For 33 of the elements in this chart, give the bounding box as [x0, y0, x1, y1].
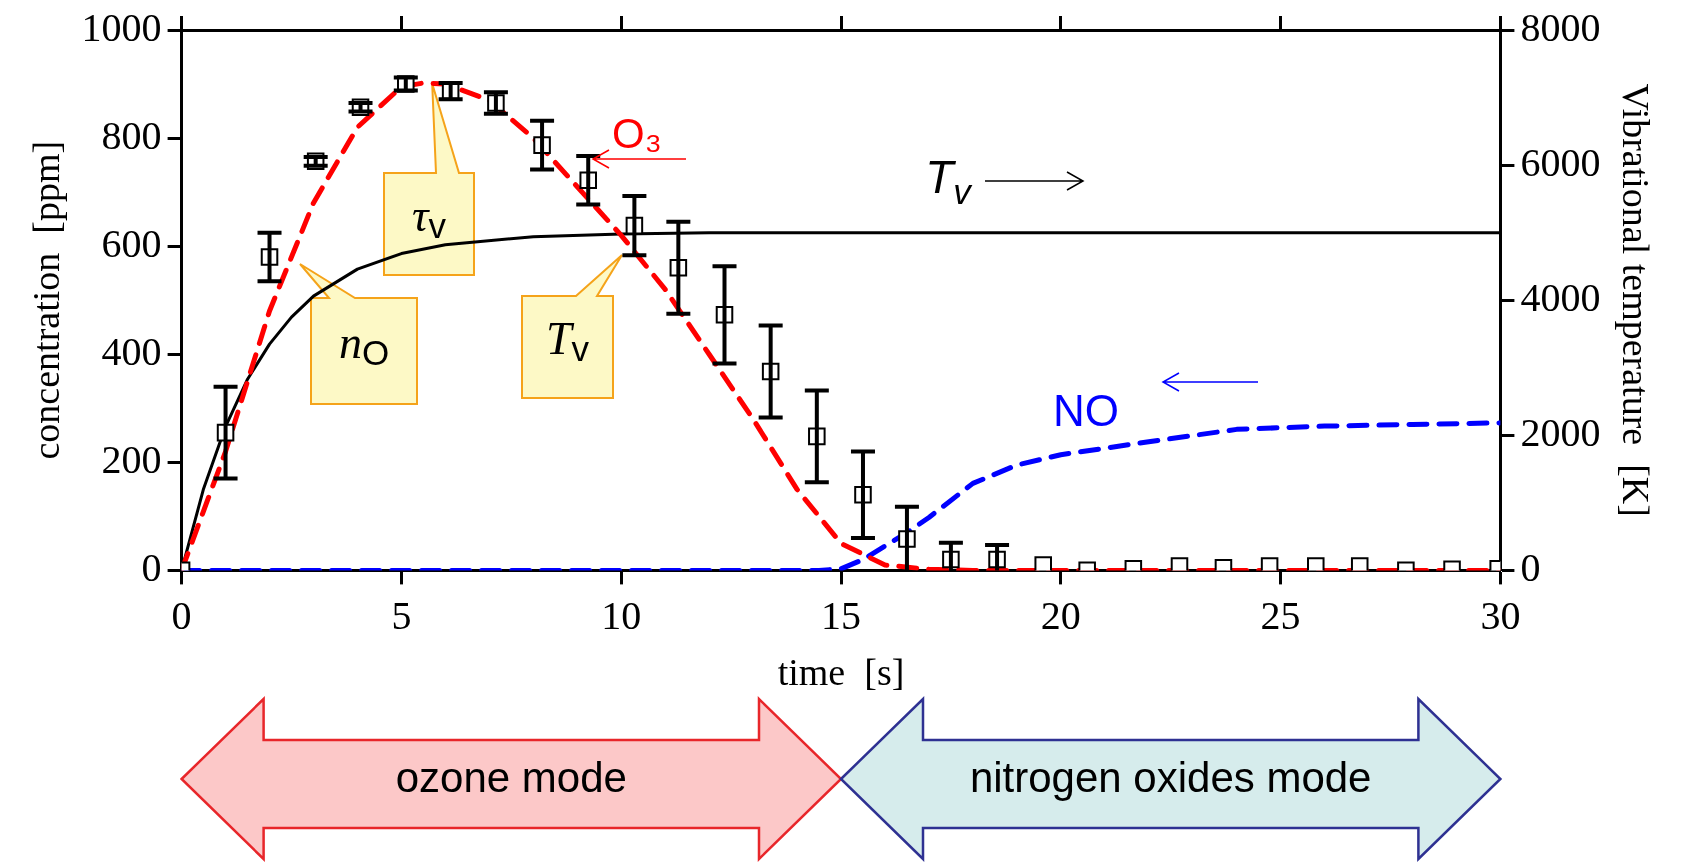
x-tick-label: 0 [171, 592, 192, 638]
point [1034, 556, 1052, 571]
annotation: n$_{O}$ [338, 316, 390, 372]
point [1306, 557, 1325, 571]
y-tick-label: 800 [101, 112, 162, 158]
x-tick-label: 10 [601, 592, 642, 638]
y2-tick-label: 0 [1520, 544, 1541, 590]
x-tick-label: 25 [1260, 592, 1301, 638]
point [1350, 557, 1369, 571]
annotation: T$_{v}$ [545, 312, 590, 368]
x-axis-title: time [s] [777, 651, 905, 694]
y-tick-label: 0 [141, 544, 162, 590]
y-axis-title: concentration [ppm] [24, 140, 67, 460]
x-tick-label: 30 [1480, 592, 1521, 638]
x-tick-label: 20 [1040, 592, 1081, 638]
y-tick-label: 1000 [81, 4, 162, 50]
text: nitrogen oxides mode [969, 754, 1372, 802]
y2-axis-title: Vibrational temperature [K] [1615, 83, 1658, 517]
series-label: O₃ [612, 109, 662, 157]
annotation: τ$_{v}$ [412, 189, 447, 245]
x-tick-label: 5 [391, 592, 412, 638]
y2-tick-label: 8000 [1520, 4, 1601, 50]
y2-tick-label: 4000 [1520, 274, 1601, 320]
text: ozone mode [395, 754, 627, 802]
y-tick-label: 400 [101, 328, 162, 374]
y-tick-label: 600 [101, 220, 162, 266]
y2-tick-label: 2000 [1520, 409, 1601, 455]
point [1170, 557, 1189, 571]
point [1260, 557, 1279, 571]
x-tick-label: 15 [821, 592, 861, 638]
legend-label: NO [1053, 386, 1119, 436]
y2-tick-label: 6000 [1520, 139, 1601, 185]
y-tick-label: 200 [101, 436, 162, 482]
